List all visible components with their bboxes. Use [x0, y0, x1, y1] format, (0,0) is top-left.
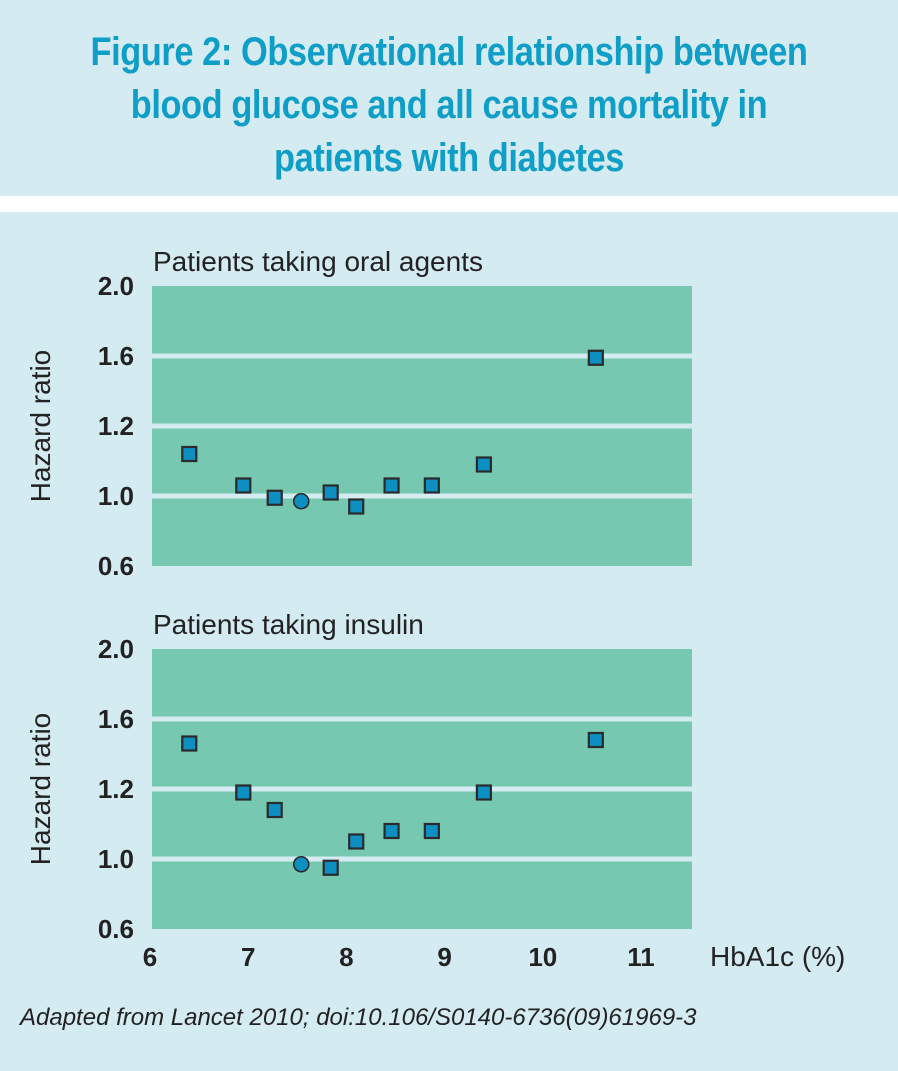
data-point-square	[348, 833, 365, 850]
y-tick-label: 1.0	[98, 844, 134, 874]
data-point-square	[587, 349, 604, 366]
x-tick-label: 7	[241, 942, 255, 972]
data-point-square	[587, 731, 604, 749]
y-tick-label: 0.6	[98, 914, 134, 944]
data-point-square	[475, 784, 492, 801]
gridline	[152, 423, 692, 429]
data-point-square	[235, 477, 252, 494]
data-point-circle	[292, 855, 310, 873]
gridline	[152, 786, 692, 792]
data-point-square	[475, 456, 492, 473]
data-point-square	[423, 822, 440, 840]
y-axis-label: Hazard ratio	[25, 713, 56, 866]
x-tick-label: 6	[143, 942, 157, 972]
data-point-circle	[292, 492, 310, 510]
data-point-square	[383, 822, 400, 840]
data-point-square	[235, 784, 252, 801]
y-tick-label: 1.6	[98, 704, 134, 734]
x-tick-label: 8	[339, 942, 353, 972]
figure-title-line-3: patients with diabetes	[274, 136, 624, 180]
y-tick-label: 1.2	[98, 774, 134, 804]
x-tick-label: 10	[528, 942, 557, 972]
x-axis-label: HbA1c (%)	[710, 941, 845, 972]
y-tick-label: 1.0	[98, 481, 134, 511]
title-band: Figure 2: Observational relationship bet…	[0, 0, 898, 196]
figure-title-line-2: blood glucose and all cause mortality in	[130, 83, 768, 127]
y-tick-label: 0.6	[98, 551, 134, 581]
data-point-square	[322, 484, 339, 501]
data-point-square	[423, 477, 440, 494]
y-tick-label: 2.0	[98, 634, 134, 664]
data-point-square	[266, 801, 283, 819]
panel-title: Patients taking insulin	[153, 609, 424, 640]
panel-title: Patients taking oral agents	[153, 246, 483, 277]
gridline	[152, 716, 692, 722]
data-point-square	[181, 445, 198, 463]
y-tick-label: 1.2	[98, 411, 134, 441]
gridline	[152, 493, 692, 499]
divider	[0, 196, 898, 212]
data-point-square	[383, 477, 400, 494]
source-citation: Adapted from Lancet 2010; doi:10.106/S01…	[20, 1004, 697, 1031]
gridline	[152, 856, 692, 862]
data-point-square	[348, 498, 365, 515]
data-point-square	[181, 735, 198, 752]
gridline	[152, 353, 692, 359]
x-tick-label: 11	[627, 942, 655, 972]
y-tick-label: 2.0	[98, 271, 134, 301]
data-point-square	[266, 489, 283, 506]
figure-title-line-1: Figure 2: Observational relationship bet…	[90, 30, 808, 74]
data-point-square	[322, 859, 339, 876]
figure-title: Figure 2: Observational relationship bet…	[63, 26, 835, 185]
x-tick-label: 9	[437, 942, 451, 972]
y-tick-label: 1.6	[98, 341, 134, 371]
y-axis-label: Hazard ratio	[25, 350, 56, 503]
